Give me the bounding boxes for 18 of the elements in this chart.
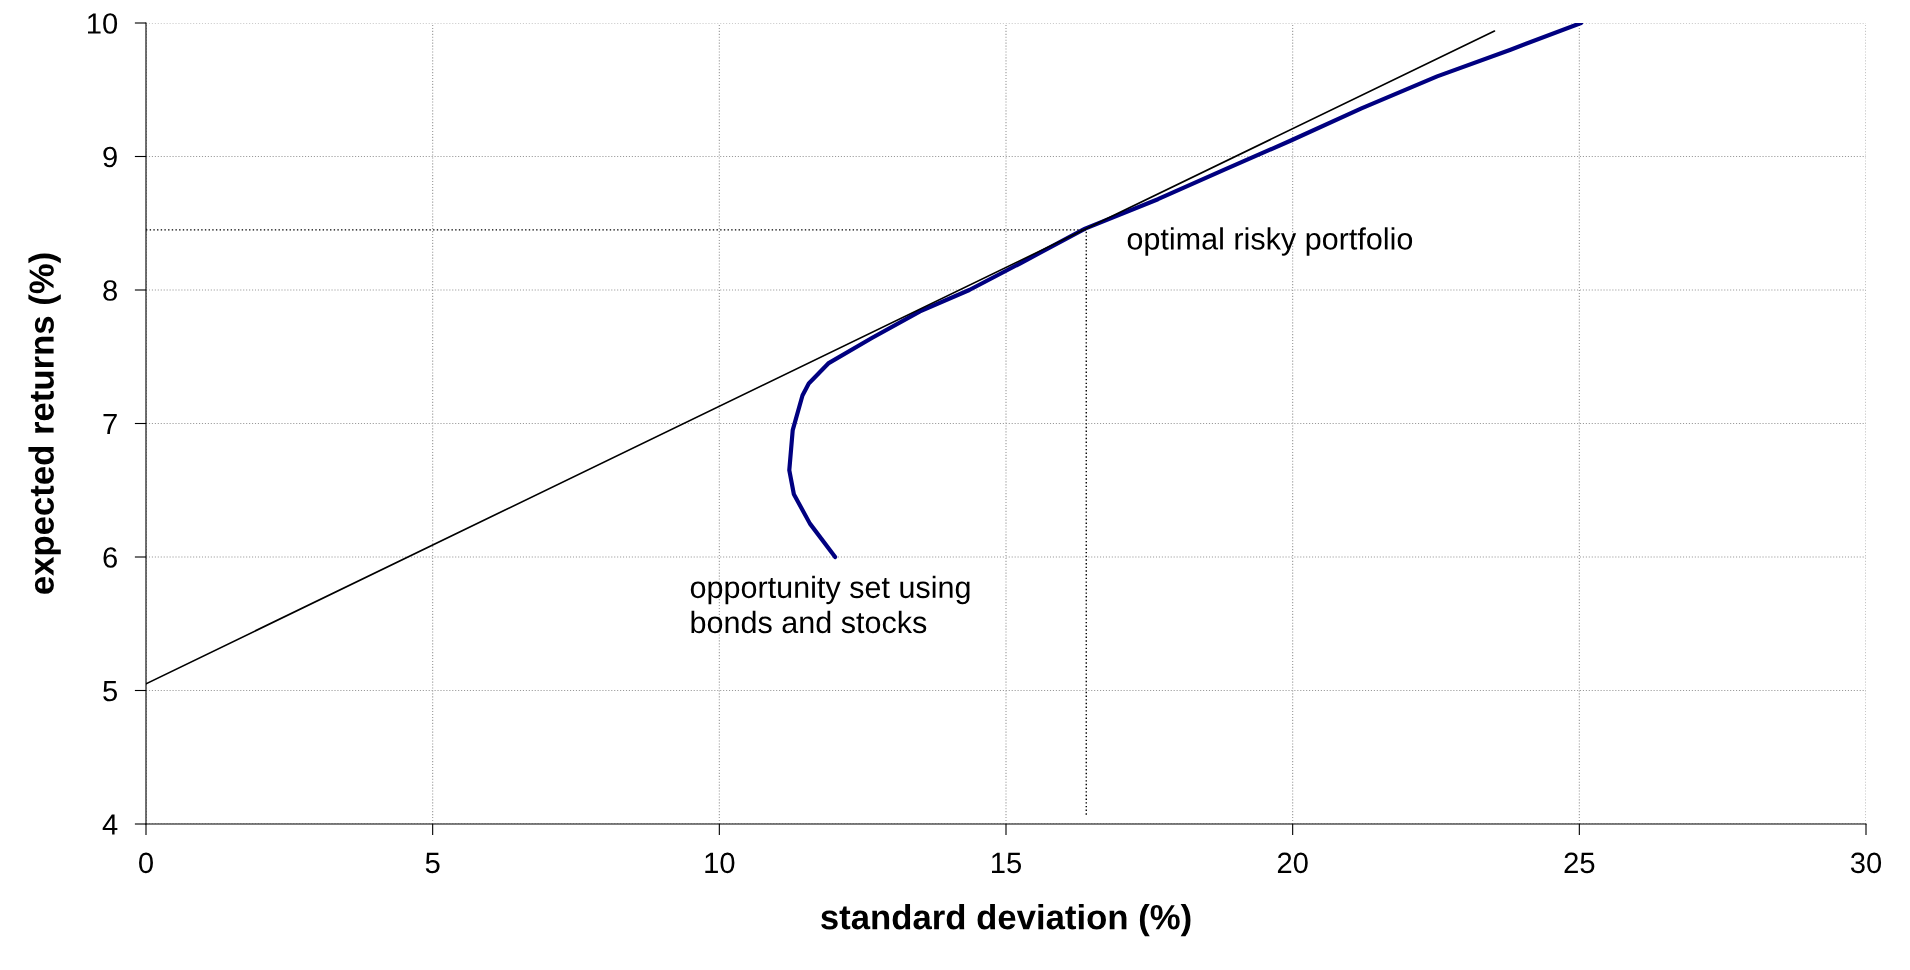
x-tick-label: 20	[1277, 852, 1308, 874]
x-tick-label: 5	[425, 852, 440, 874]
y-tick-label: 6	[103, 547, 117, 568]
x-tick-label: 25	[1564, 852, 1595, 874]
x-tick-label: 0	[139, 852, 153, 874]
y-tick-label: 9	[103, 146, 117, 168]
y-tick-label: 10	[88, 13, 118, 34]
x-tick-label: 30	[1850, 852, 1882, 874]
y-axis-title: expected returns (%)	[28, 253, 61, 594]
x-axis-title: standard deviation (%)	[821, 903, 1191, 937]
y-tick-label: 8	[103, 280, 117, 301]
y-tick-label: 7	[103, 414, 117, 435]
x-tick-label: 15	[992, 852, 1021, 874]
y-tick-label: 4	[102, 814, 118, 835]
x-tick-label: 10	[705, 852, 735, 874]
annotation: optimal risky portfolio	[1127, 227, 1413, 256]
y-tick-label: 5	[103, 681, 117, 702]
annotation: opportunity set using bonds and stocks	[690, 575, 970, 634]
